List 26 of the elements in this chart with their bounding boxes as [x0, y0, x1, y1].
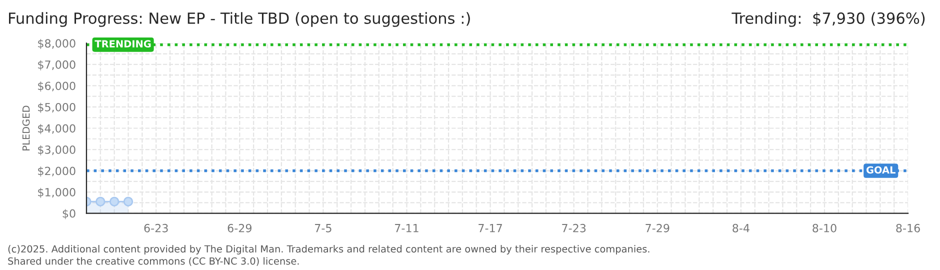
- text: (c)2025. Additional content provided by The Digital Man. Trademarks and related content are owned by their respective companies.: [8, 245, 650, 254]
- x-tick-label: 7-11: [395, 224, 418, 232]
- text: Trending: $7,930 (396%): [732, 12, 925, 27]
- y-tick-label: $1,000: [38, 188, 76, 198]
- x-tick-label: 7-5: [315, 224, 332, 232]
- y-tick-label: $5,000: [38, 102, 76, 113]
- x-tick-label: 6-23: [144, 224, 168, 232]
- x-tick-label: 8-4: [732, 224, 750, 232]
- text: Shared under the creative commons (CC BY-NC 3.0) license.: [8, 257, 299, 266]
- chart-title: Funding Progress: New EP - Title TBD (open to suggestions :): [9, 12, 470, 27]
- y-axis-title: PLEDGED: [22, 106, 30, 150]
- y-tick-label: $4,000: [38, 124, 76, 134]
- y-tick-label: $3,000: [38, 145, 76, 156]
- y-tick-label: $7,000: [38, 60, 76, 70]
- ref-line-label: GOAL: [866, 166, 896, 174]
- y-tick-label: $0: [62, 209, 76, 220]
- x-tick-label: 8-16: [896, 224, 920, 232]
- y-tick-label: $8,000: [38, 38, 76, 50]
- ref-line-label: TRENDING: [94, 40, 151, 48]
- x-tick-label: 6-29: [228, 224, 252, 232]
- x-tick-label: 7-23: [562, 224, 586, 232]
- x-tick-label: 7-17: [478, 224, 502, 232]
- x-tick-label: 8-10: [812, 224, 836, 232]
- y-tick-label: $6,000: [38, 82, 76, 92]
- y-tick-label: $2,000: [38, 166, 76, 177]
- x-tick-label: 7-29: [646, 224, 670, 232]
